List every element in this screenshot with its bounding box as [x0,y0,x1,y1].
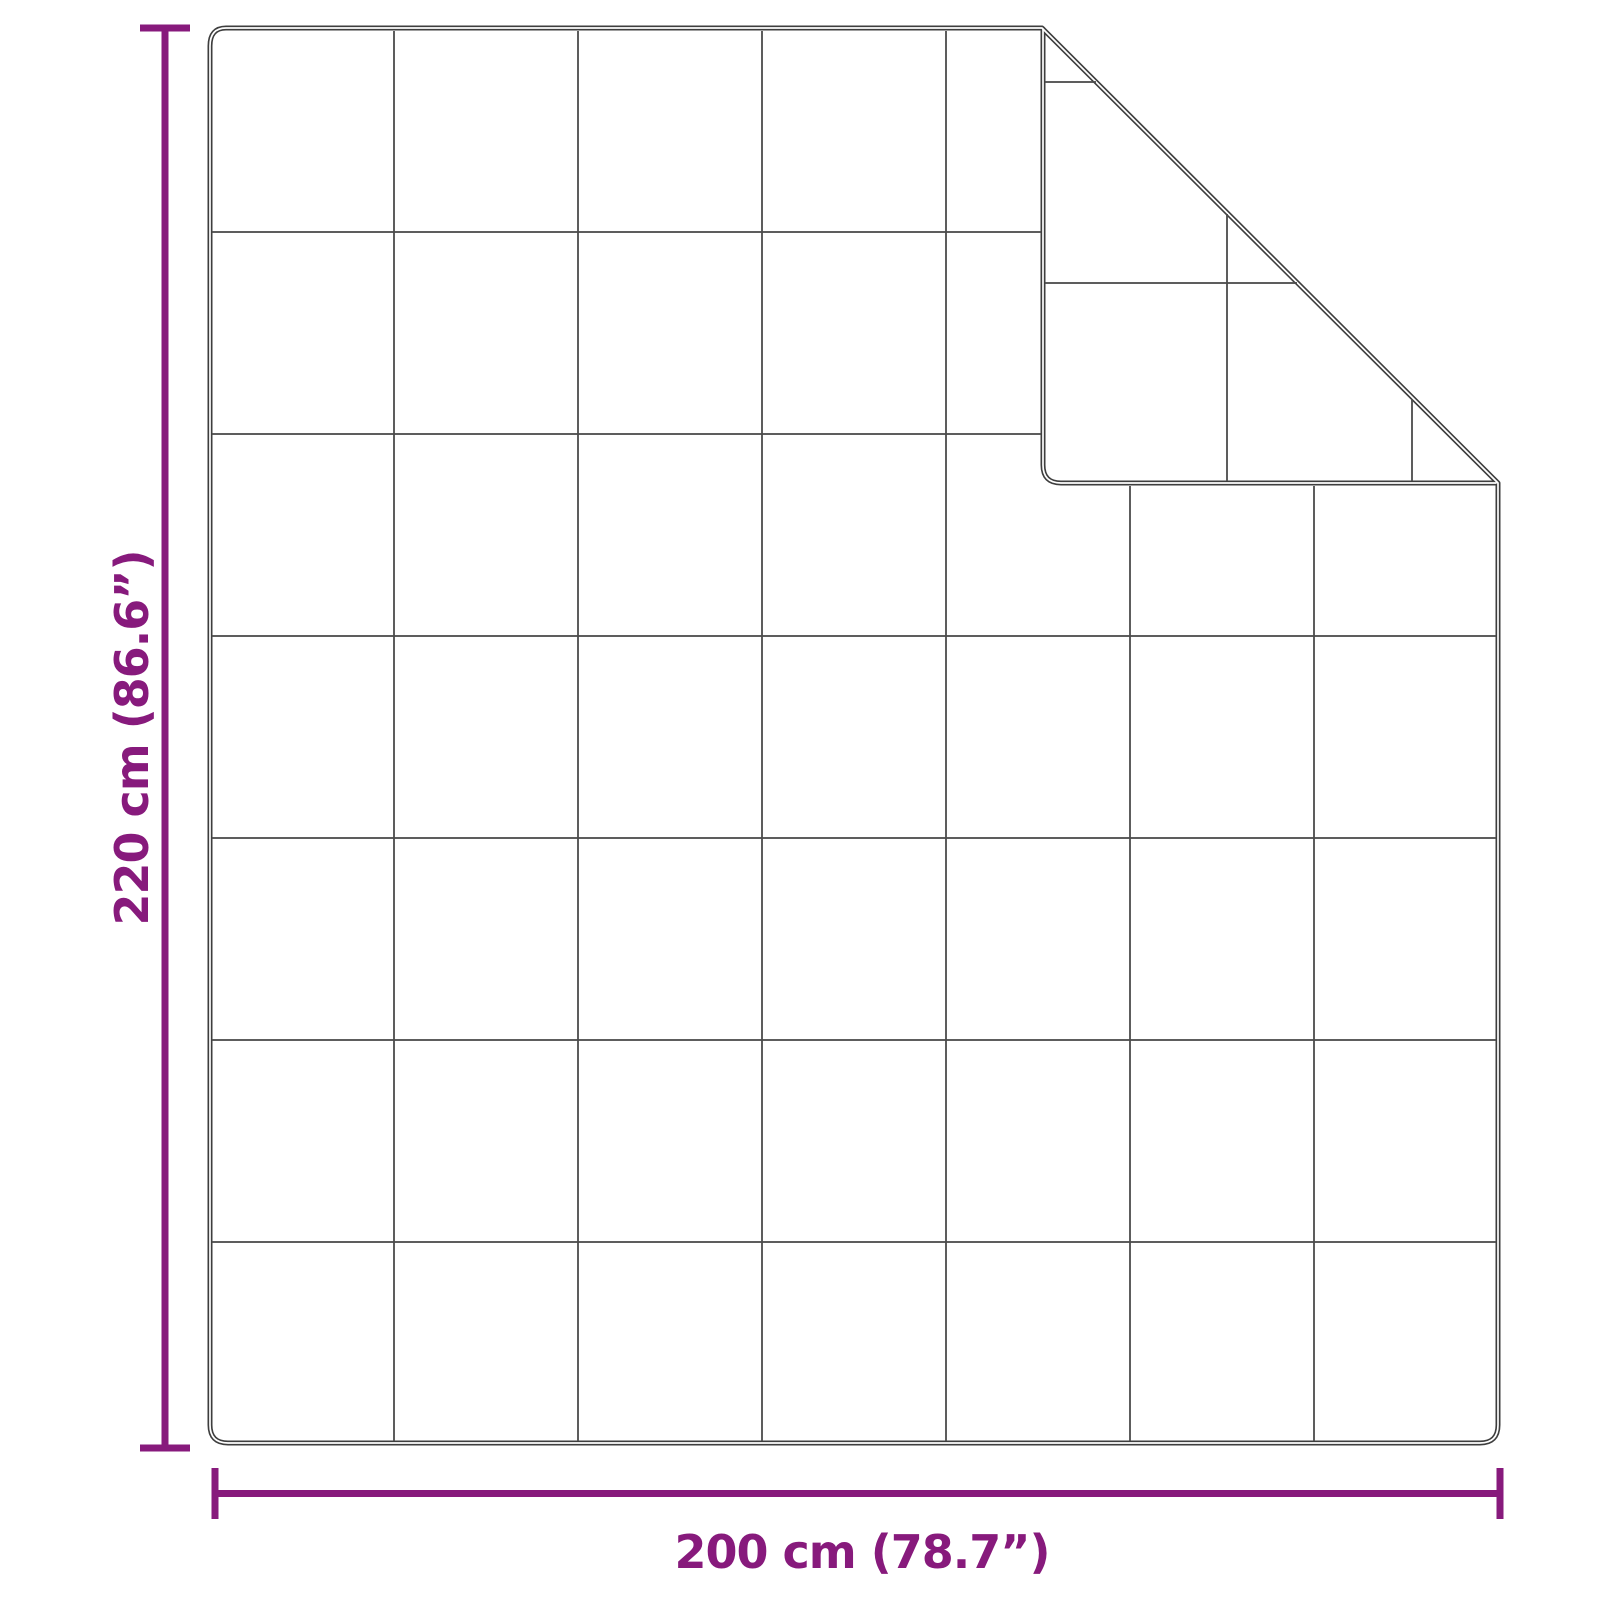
width-dimension-line [211,1490,1504,1497]
dimension-annotations: 220 cm (86.6”) 200 cm (78.7”) [105,24,1504,1579]
folded-corner-edges-core [1042,28,1497,484]
flap-quilt-grid [1045,81,1413,481]
blanket-edges [207,25,1501,1446]
width-dimension-label: 200 cm (78.7”) [674,1525,1049,1579]
height-dimension-bottom-cap [140,1444,190,1452]
edge-highlight-core [209,27,1499,1444]
blanket-outline-core [209,27,1499,1444]
width-dimension-right-cap [1496,1468,1504,1519]
width-dimension-left-cap [211,1468,219,1519]
height-dimension-top-cap [140,24,190,32]
fold-crease-line-core [1043,29,1498,483]
quilt-grid [212,31,1496,1441]
height-dimension-line [161,24,169,1452]
height-dimension-label: 220 cm (86.6”) [105,550,159,925]
blanket-outline [207,25,1501,1446]
